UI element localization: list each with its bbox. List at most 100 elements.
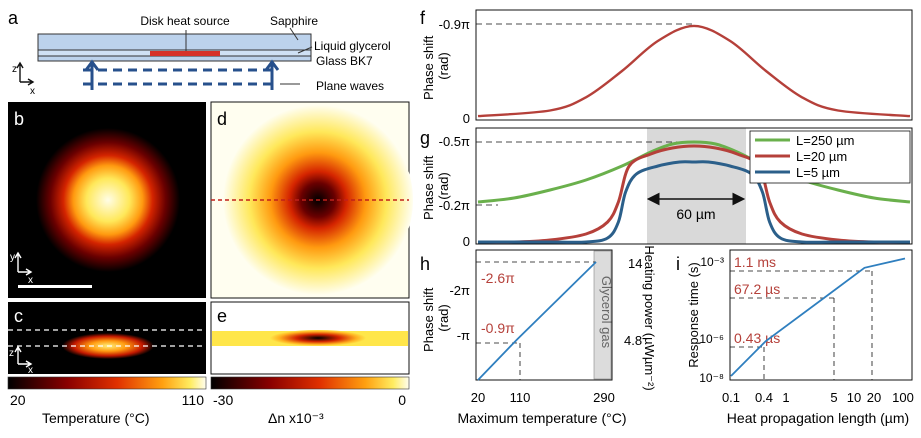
chart-i-xtick-3: 5	[830, 390, 837, 405]
axis-z-label: z	[12, 64, 17, 75]
chart-g-ylabel-line2: (rad)	[436, 172, 451, 199]
sapphire-label: Sapphire	[270, 14, 318, 28]
chart-g-series-line-1	[477, 144, 911, 244]
chart-h-ylabel: Phase shift (rad)	[421, 284, 451, 352]
chart-h-annot-mid: -0.9π	[481, 320, 515, 336]
chart-h-y2label: Heating power (µWµm⁻²)	[642, 245, 657, 390]
chart-h-frame	[475, 249, 613, 381]
axis-x-label-c: x	[28, 365, 33, 376]
chart-i-annot-3: 0.43 µs	[734, 330, 780, 346]
panel-letter-c: c	[14, 306, 23, 326]
chart-h-xtick-290: 290	[593, 390, 615, 405]
wave-arrow-right-icon	[264, 59, 280, 90]
axes-zx-icon-c	[14, 345, 33, 368]
chart-f-ylabel-line2: (rad)	[436, 52, 451, 79]
panel-letter-f: f	[420, 8, 426, 28]
chart-h-y2tick-14: 14	[628, 256, 642, 271]
chart-g: -0.5π -0.2π 0 Phase shift (rad) 60 µm L=…	[421, 127, 913, 249]
chart-g-frame	[475, 127, 913, 245]
disk-heat-source	[150, 51, 220, 56]
chart-g-ytick-top: -0.5π	[439, 134, 470, 149]
chart-f-ytick-top: -0.9π	[439, 17, 470, 32]
delta-n-label: Δn x10⁻³	[268, 410, 324, 426]
panel-letter-i: i	[676, 254, 680, 274]
panel-letter-b: b	[14, 109, 24, 129]
chart-i-xtick-4: 10	[847, 390, 861, 405]
chart-g-legend-label-1: L=20 µm	[796, 149, 847, 164]
axis-z-label-c: z	[9, 348, 14, 359]
chart-i-xtick-6: 100	[892, 390, 914, 405]
temperature-colorbar	[7, 376, 207, 390]
chart-g-ytick-mid: -0.2π	[439, 198, 470, 213]
disk-label: Disk heat source	[140, 14, 230, 28]
wave-arrow-left-icon	[84, 59, 100, 90]
axis-x-label: x	[30, 86, 35, 97]
panel-letter-a: a	[8, 8, 19, 28]
chart-h-ylabel-line2: (rad)	[436, 304, 451, 331]
chart-g-series-line-0	[477, 140, 911, 204]
glycerol-leader	[297, 46, 313, 54]
panel-e: e	[210, 301, 410, 375]
delta-n-spot-xz	[270, 330, 366, 346]
chart-i-series-line	[730, 257, 906, 377]
chart-g-legend-label-0: L=250 µm	[796, 133, 854, 148]
axis-y-label: y	[10, 252, 15, 263]
glycerol-label: Liquid glycerol	[314, 39, 391, 53]
chart-g-series-group	[477, 140, 911, 244]
sapphire-layer	[37, 33, 312, 51]
temperature-label: Temperature (°C)	[42, 410, 150, 426]
chart-i-xtick-0: 0.1	[722, 390, 740, 405]
chart-f-frame	[475, 9, 913, 121]
axis-x-label-b: x	[28, 275, 33, 286]
chart-h-gas-region	[593, 250, 612, 380]
delta-n-colorbar	[210, 376, 410, 390]
panel-letter-g: g	[420, 128, 430, 148]
chart-i-xtick-1: 0.4	[755, 390, 773, 405]
chart-g-ylabel-line1: Phase shift	[421, 155, 436, 220]
chart-f-ytick-zero: 0	[463, 111, 470, 126]
chart-h-gas-label: Glycerol gas	[599, 276, 614, 349]
chart-i: 1.1 ms 67.2 µs 0.43 µs 10⁻³ 10⁻⁶ 10⁻⁸ 0.…	[686, 249, 914, 426]
panel-letter-e: e	[217, 306, 227, 326]
chart-h-ylabel-line1: Phase shift	[421, 287, 436, 352]
temperature-max: 110	[182, 392, 205, 408]
panel-letter-h: h	[420, 254, 430, 274]
chart-i-ytick-3: 10⁻³	[700, 255, 724, 269]
chart-h-ytick-pi: -π	[457, 328, 470, 343]
delta-n-max: 0	[398, 392, 406, 408]
glass-label: Glass BK7	[316, 54, 373, 68]
plane-waves-label: Plane waves	[316, 79, 384, 93]
chart-g-series-line-2	[477, 160, 910, 244]
chart-h-xtick-20: 20	[471, 390, 485, 405]
chart-h-annot-top: -2.6π	[481, 270, 515, 286]
chart-f: -0.9π 0 Phase shift (rad)	[421, 9, 913, 126]
chart-g-legend-label-2: L=5 µm	[796, 165, 840, 180]
chart-i-ylabel: Response time (s)	[686, 262, 701, 367]
chart-i-annot-1: 1.1 ms	[734, 254, 776, 270]
panel-c: c z x	[8, 302, 206, 376]
chart-h: Glycerol gas -2.6π -0.9π -2π -π 14 4.8 2…	[421, 245, 657, 426]
chart-f-ylabel: Phase shift (rad)	[421, 32, 451, 100]
chart-h-ytick-2pi: -2π	[449, 283, 470, 298]
chart-i-ytick-6: 10⁻⁶	[699, 332, 724, 346]
chart-g-legend-items: L=250 µmL=20 µmL=5 µm	[755, 133, 854, 180]
axes-zx-icon	[16, 61, 35, 86]
chart-g-ylabel: Phase shift (rad)	[421, 152, 451, 220]
temperature-min: 20	[10, 392, 26, 408]
chart-h-xtick-110: 110	[510, 390, 531, 405]
chart-h-series-line	[477, 261, 597, 381]
chart-i-xtick-5: 20	[867, 390, 881, 405]
panel-b: b y x	[8, 102, 206, 298]
chart-h-xlabel: Maximum temperature (°C)	[458, 410, 627, 426]
delta-n-min: -30	[213, 392, 233, 408]
axes-yx-icon	[14, 251, 33, 276]
chart-f-series-line	[477, 24, 911, 118]
panel-d: d	[210, 101, 413, 299]
sapphire-leader	[289, 27, 299, 41]
scale-bar	[18, 285, 92, 288]
hot-spot	[36, 128, 180, 272]
chart-i-xlabel: Heat propagation length (µm)	[727, 410, 909, 426]
chart-f-ylabel-line1: Phase shift	[421, 35, 436, 100]
panel-letter-d: d	[217, 109, 227, 129]
